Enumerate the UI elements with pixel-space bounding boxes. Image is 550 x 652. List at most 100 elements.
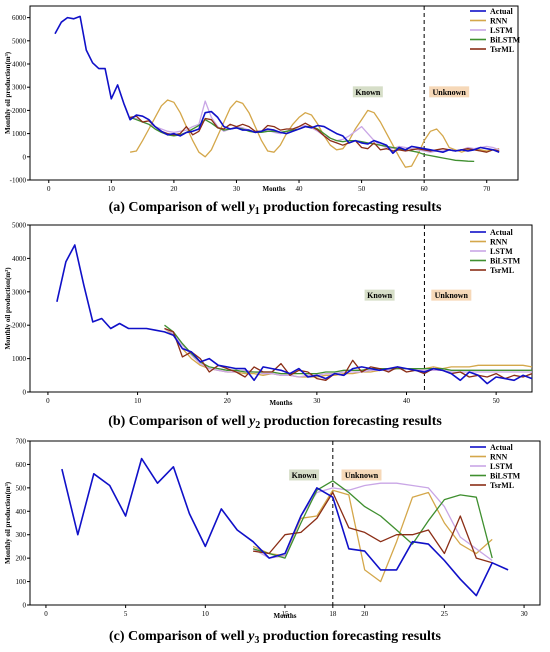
unknown-label: Unknown <box>345 471 379 480</box>
y-tick-label: 0 <box>23 153 27 161</box>
y-tick-label: 300 <box>16 531 27 539</box>
chart-caption: (c) Comparison of well y3 production for… <box>109 629 442 646</box>
y-tick-label: 0 <box>23 389 27 397</box>
known-label: Known <box>367 291 392 300</box>
legend-label-tsrml: TsrML <box>490 481 514 490</box>
y-tick-label: 600 <box>16 461 27 469</box>
y-tick-label: 400 <box>16 508 27 516</box>
legend-label-lstm: LSTM <box>490 247 513 256</box>
legend-label-lstm: LSTM <box>490 462 513 471</box>
legend-label-actual: Actual <box>490 228 513 237</box>
x-tick-label: 60 <box>421 185 429 193</box>
y-tick-label: 2000 <box>12 322 27 330</box>
x-tick-label: 30 <box>521 610 529 618</box>
series-line-bilstm <box>252 480 493 559</box>
chart-2: 0 10 20 30 40 50 0 1000 2000 3000 4000 5000 Months Mo… <box>4 222 533 431</box>
unknown-badge <box>429 86 470 98</box>
unknown-label: Unknown <box>435 291 469 300</box>
x-tick-label: 30 <box>233 185 241 193</box>
legend-label-rnn: RNN <box>490 453 508 462</box>
series-line-actual <box>56 244 533 385</box>
caption-variable: y <box>247 200 256 215</box>
legend-label-rnn: RNN <box>490 238 508 247</box>
known-badge <box>364 289 395 301</box>
caption-variable: y <box>246 629 255 644</box>
known-badge <box>352 86 383 98</box>
x-tick-label: 0 <box>46 397 50 405</box>
unknown-label: Unknown <box>432 88 466 97</box>
legend-label-bilstm: BiLSTM <box>490 36 521 45</box>
known-label: Known <box>355 88 380 97</box>
unknown-badge <box>431 289 472 301</box>
legend-label-actual: Actual <box>490 7 513 16</box>
legend-label-bilstm: BiLSTM <box>490 257 521 266</box>
caption-prefix: (b) Comparison of well <box>108 414 249 429</box>
series-line-tsrml <box>164 327 533 381</box>
y-tick-label: 4000 <box>12 255 27 263</box>
x-tick-label: 15 <box>282 610 290 618</box>
caption-suffix: production forecasting results <box>260 200 442 215</box>
plot-frame <box>29 5 519 181</box>
y-tick-label: 6000 <box>12 14 27 22</box>
series-line-bilstm <box>129 116 475 163</box>
series-line-actual <box>54 15 500 155</box>
plot-frame <box>29 224 533 393</box>
known-label: Known <box>292 471 317 480</box>
x-axis-title: Months <box>270 399 293 407</box>
y-tick-label: 3000 <box>12 84 27 92</box>
series-line-bilstm <box>164 324 532 375</box>
y-tick-label: 200 <box>16 555 27 563</box>
x-tick-label: 20 <box>170 185 178 193</box>
x-tick-label: 20 <box>361 610 369 618</box>
caption-variable: y <box>247 414 256 429</box>
x-tick-label: 50 <box>358 185 366 193</box>
y-tick-label: 500 <box>16 484 27 492</box>
x-tick-label: 25 <box>441 610 449 618</box>
chart-1: 0 10 20 30 40 50 60 70 -1000 0 1000 2000 3000 4000 500… <box>4 5 521 217</box>
series-line-rnn <box>129 99 500 168</box>
x-tick-label: 50 <box>493 397 501 405</box>
y-tick-label: 2000 <box>12 107 27 115</box>
known-badge <box>289 469 320 481</box>
chart-caption: (b) Comparison of well y2 production for… <box>108 414 442 431</box>
y-tick-label: 0 <box>23 602 27 610</box>
x-tick-label: 40 <box>296 185 304 193</box>
y-tick-label: 5000 <box>12 37 27 45</box>
x-tick-label: 20 <box>224 397 232 405</box>
caption-prefix: (c) Comparison of well <box>109 629 248 644</box>
x-tick-label: 0 <box>44 610 48 618</box>
y-tick-label: 1000 <box>12 130 27 138</box>
x-tick-label: 10 <box>134 397 142 405</box>
y-tick-label: 1000 <box>12 355 27 363</box>
y-tick-label: 3000 <box>12 288 27 296</box>
legend-label-tsrml: TsrML <box>490 45 514 54</box>
legend-label-rnn: RNN <box>490 17 508 26</box>
legend-label-tsrml: TsrML <box>490 266 514 275</box>
series-line-tsrml <box>253 491 493 564</box>
series-line-actual <box>61 457 509 597</box>
x-tick-label: 10 <box>202 610 210 618</box>
y-tick-label: 5000 <box>12 222 27 230</box>
x-tick-label: 10 <box>108 185 116 193</box>
caption-prefix: (a) Comparison of well <box>109 200 249 215</box>
caption-subscript: 2 <box>255 420 260 431</box>
legend-label-actual: Actual <box>490 443 513 452</box>
y-axis-title: Monthly oil production(m³) <box>4 267 12 350</box>
x-tick-label: 18 <box>329 610 337 618</box>
legend-label-lstm: LSTM <box>490 26 513 35</box>
x-tick-label: 40 <box>403 397 411 405</box>
y-tick-label: 700 <box>16 438 27 446</box>
y-tick-label: 4000 <box>12 61 27 69</box>
series-line-tsrml <box>129 115 500 153</box>
x-tick-label: 30 <box>313 397 321 405</box>
x-axis-title: Months <box>274 612 297 620</box>
y-tick-label: 100 <box>16 578 27 586</box>
caption-subscript: 3 <box>254 635 259 646</box>
chart-3: 0 5 10 15 18 20 25 300100200300400500600700Mont… <box>4 438 541 646</box>
caption-suffix: production forecasting results <box>260 414 442 429</box>
unknown-badge <box>341 469 382 481</box>
